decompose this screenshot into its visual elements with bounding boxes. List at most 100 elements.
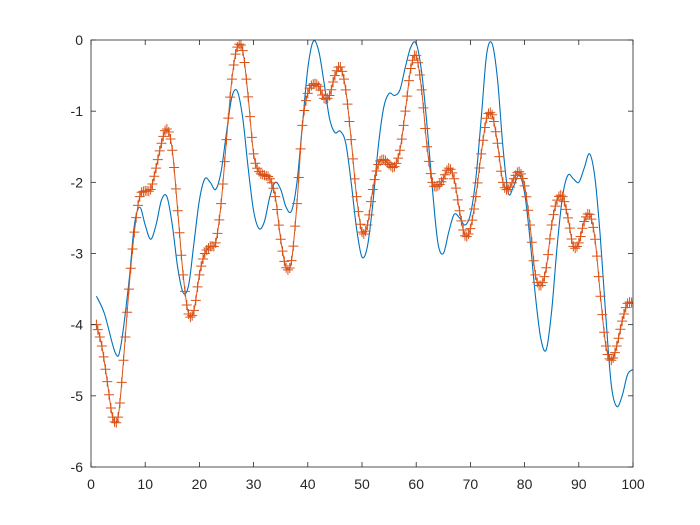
plus-marker [550, 201, 561, 212]
plus-marker [420, 123, 431, 134]
plot-area [91, 40, 633, 467]
plus-marker [158, 131, 169, 142]
plus-marker [300, 95, 311, 106]
plus-marker [282, 264, 293, 275]
plus-marker [223, 113, 234, 124]
plus-marker [353, 206, 364, 217]
plus-marker [149, 171, 160, 182]
plus-marker [393, 153, 404, 164]
plus-marker [284, 262, 295, 273]
plus-marker [154, 145, 165, 156]
plus-marker [465, 223, 476, 234]
plus-marker [114, 397, 125, 408]
plus-marker [351, 191, 362, 202]
plus-marker [371, 165, 382, 176]
plus-marker [272, 204, 283, 215]
plus-marker [346, 134, 357, 145]
plus-marker [497, 177, 508, 188]
plus-marker [120, 332, 131, 343]
plus-marker [340, 84, 351, 95]
plus-marker [127, 244, 138, 255]
plus-marker [246, 132, 257, 143]
plus-marker [98, 351, 109, 362]
plus-marker [414, 70, 425, 81]
plus-marker [100, 364, 111, 375]
plus-marker [402, 91, 413, 102]
plus-marker [590, 234, 601, 245]
plus-marker [295, 143, 306, 154]
plus-marker [302, 88, 313, 99]
plus-marker [174, 227, 185, 238]
plus-marker [290, 221, 301, 232]
plus-marker [544, 233, 555, 244]
plus-marker [525, 220, 536, 231]
plus-marker [405, 63, 416, 74]
plus-marker [194, 269, 205, 280]
x-tick-label: 20 [192, 476, 208, 492]
plus-marker [210, 237, 221, 248]
plus-marker [528, 255, 539, 266]
y-tick-label: -5 [71, 388, 84, 404]
plus-marker [463, 228, 474, 239]
plus-marker [416, 84, 427, 95]
plus-marker [470, 191, 481, 202]
plus-marker [472, 177, 483, 188]
plus-marker [176, 250, 187, 261]
plus-marker [277, 246, 288, 257]
plus-marker [423, 156, 434, 167]
plus-marker [338, 74, 349, 85]
plot-clip-group [91, 40, 633, 428]
plus-marker [122, 307, 133, 318]
plus-marker [559, 196, 570, 207]
plus-marker [125, 263, 136, 274]
plus-marker [181, 300, 192, 311]
x-tick-label: 0 [87, 476, 95, 492]
plus-marker [313, 81, 324, 92]
plus-marker [116, 377, 127, 388]
plus-marker [241, 74, 252, 85]
plus-marker [225, 92, 236, 103]
plus-marker [452, 194, 463, 205]
plus-marker [617, 316, 628, 327]
plus-marker [449, 173, 460, 184]
plus-marker [264, 173, 275, 184]
plus-marker [355, 219, 366, 230]
plus-marker [167, 145, 178, 156]
plus-marker [517, 173, 528, 184]
plus-marker [248, 148, 259, 159]
plus-marker [178, 269, 189, 280]
y-tick-label: 0 [75, 32, 83, 48]
ticks-layer: 0 10 20 30 40 50 60 70 80 90 100 0 -1 -2 -3 -4 -5 -6 [71, 32, 645, 492]
plus-marker [221, 134, 232, 145]
plus-marker [434, 179, 445, 190]
series-layer [91, 40, 633, 428]
plus-marker [626, 297, 633, 308]
plus-marker [600, 341, 611, 352]
plus-marker [413, 57, 424, 68]
plus-marker [291, 198, 302, 209]
plus-marker [391, 158, 402, 169]
plus-marker [615, 324, 626, 335]
plus-marker [129, 227, 140, 238]
plus-marker [243, 91, 254, 102]
plus-marker [324, 90, 335, 101]
plus-marker [268, 183, 279, 194]
plus-marker [492, 138, 503, 149]
plus-marker [611, 341, 622, 352]
plus-marker [487, 109, 498, 120]
plus-marker [165, 133, 176, 144]
plus-marker [503, 184, 514, 195]
plus-marker [96, 341, 107, 352]
plus-marker [230, 49, 241, 60]
plus-marker [476, 148, 487, 159]
plus-marker [105, 402, 116, 413]
plus-marker [506, 177, 517, 188]
plus-marker [212, 228, 223, 239]
x-tick-label: 100 [621, 476, 645, 492]
plus-marker [151, 163, 162, 174]
plus-marker [364, 209, 375, 220]
plus-marker [237, 45, 248, 56]
plus-marker [131, 212, 142, 223]
plus-marker [293, 172, 304, 183]
plus-marker [606, 355, 617, 366]
